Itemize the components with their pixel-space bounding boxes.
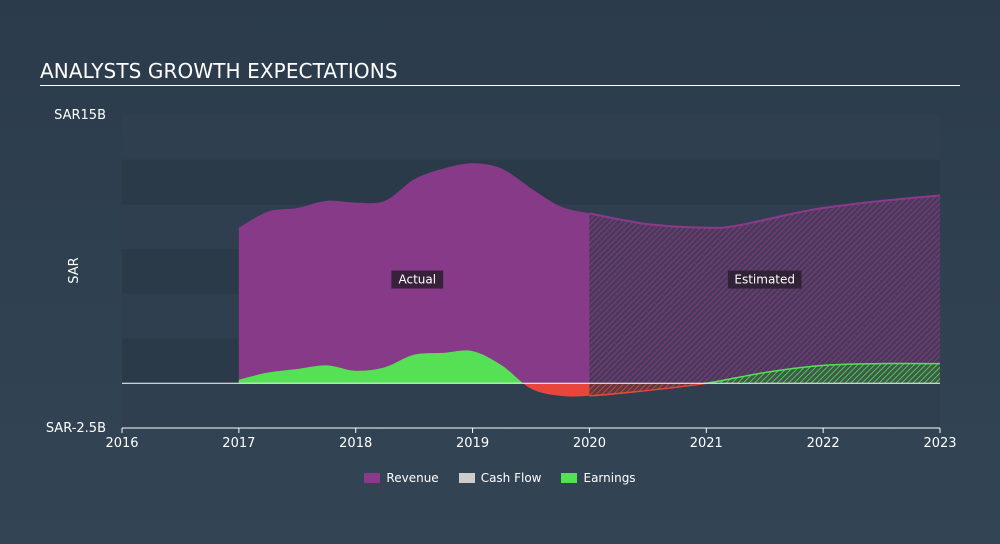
- legend-item-revenue[interactable]: Revenue: [364, 469, 439, 487]
- revenue-estimated: [589, 194, 941, 384]
- estimated-label-bg: [727, 270, 802, 289]
- chart-labels: Actual Estimated: [391, 270, 802, 289]
- x-tick-label: 2016: [105, 436, 138, 451]
- earnings-line-estimated-positive: [701, 362, 941, 384]
- x-tick-label: 2020: [573, 436, 606, 451]
- legend-swatch-revenue: [364, 473, 381, 483]
- estimated-label-text: Estimated: [734, 273, 795, 287]
- legend-item-cash-flow[interactable]: Cash Flow: [458, 469, 542, 487]
- earnings-area-estimated-positive: [706, 363, 940, 384]
- x-tick-label: 2021: [690, 436, 723, 451]
- estimated-label: Estimated: [727, 270, 802, 289]
- title-divider: [40, 85, 960, 86]
- actual-label-text: Actual: [398, 273, 436, 287]
- revenue-area-estimated: [589, 195, 940, 384]
- grid-band: [122, 115, 940, 160]
- legend-item-earnings[interactable]: Earnings: [561, 469, 636, 487]
- legend-swatch-earnings: [561, 473, 578, 483]
- legend: Revenue Cash Flow Earnings: [0, 469, 1000, 487]
- legend-swatch-cash-flow: [458, 473, 475, 483]
- legend-label-earnings: Earnings: [583, 471, 636, 485]
- y-axis-label: SAR: [67, 257, 82, 283]
- earnings-estimated: [589, 362, 941, 397]
- y-tick-label-min: SAR-2.5B: [46, 421, 106, 436]
- legend-label-revenue: Revenue: [386, 471, 439, 485]
- actual-label-bg: [391, 270, 444, 289]
- y-tick-label-max: SAR15B: [54, 108, 106, 123]
- x-tick-label: 2019: [456, 436, 489, 451]
- revenue-line-estimated: [589, 194, 941, 229]
- grid-band: [122, 383, 940, 428]
- x-tick-label: 2017: [222, 436, 255, 451]
- legend-label-cash-flow: Cash Flow: [480, 471, 542, 485]
- earnings-area-actual-positive: [238, 350, 524, 384]
- axes: 2016 2017 2018 2019 2020 2021 2022 2023 SAR15B SA…: [46, 108, 957, 451]
- x-tick-label: 2018: [339, 436, 372, 451]
- earnings-area-actual-negative: [238, 383, 590, 397]
- x-tick-label: 2022: [807, 436, 840, 451]
- actual-label: Actual: [391, 270, 444, 289]
- chart-title: ANALYSTS GROWTH EXPECTATIONS: [40, 59, 398, 83]
- x-tick-label: 2023: [923, 436, 956, 451]
- earnings-actual: [238, 350, 590, 397]
